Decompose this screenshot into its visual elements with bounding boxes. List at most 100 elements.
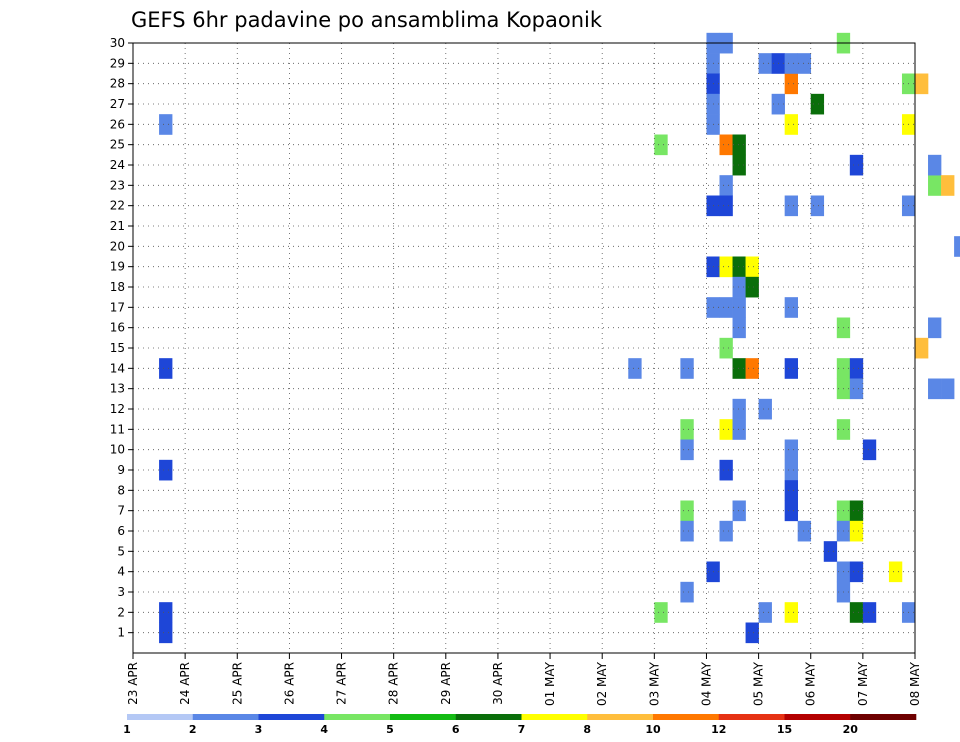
heatmap-cell — [680, 358, 694, 379]
heatmap-cell — [654, 134, 668, 156]
y-tick-label: 18 — [110, 280, 125, 294]
y-tick-label: 6 — [117, 524, 125, 538]
colorbar-label: 2 — [189, 723, 197, 736]
heatmap-cell — [941, 378, 955, 400]
colorbar-label: 6 — [452, 723, 460, 736]
grid-lines — [133, 43, 915, 653]
heatmap-cell — [719, 297, 733, 318]
heatmap-cell — [928, 378, 942, 400]
heatmap-cell — [810, 93, 825, 115]
colorbar-label: 12 — [711, 723, 726, 736]
x-tick-label: 03 MAY — [647, 661, 661, 706]
y-tick-label: 24 — [110, 158, 125, 172]
y-tick-label: 19 — [110, 260, 125, 274]
heatmap-cell — [928, 317, 942, 339]
colorbar-swatch — [258, 714, 325, 720]
heatmap-cell — [784, 500, 798, 522]
colorbar-label: 7 — [518, 723, 526, 736]
heatmap-cell — [941, 175, 955, 196]
x-tick-label: 04 MAY — [699, 661, 713, 706]
colorbar-label: 4 — [320, 723, 328, 736]
colorbar-label: 15 — [777, 723, 792, 736]
heatmap-cell — [732, 358, 746, 379]
colorbar-swatch — [850, 714, 917, 720]
heatmap-cell — [680, 419, 694, 440]
heatmap-cell — [732, 154, 746, 176]
heatmap-cell — [888, 561, 903, 583]
colorbar-swatch — [455, 714, 522, 720]
heatmap-cell — [680, 581, 694, 603]
heatmap-cell — [915, 73, 929, 95]
heatmap-cell — [680, 520, 694, 542]
heatmap-cell — [797, 520, 812, 542]
heatmap-cell — [849, 520, 864, 542]
heatmap-cell — [732, 297, 746, 318]
heatmap-cell — [732, 500, 746, 522]
heatmap-cell — [719, 520, 733, 542]
heatmap-cell — [745, 358, 759, 379]
heatmap-cell — [719, 175, 733, 196]
colorbar-swatch — [784, 714, 851, 720]
colorbar-swatch — [653, 714, 720, 720]
heatmap-cells — [159, 32, 960, 644]
y-tick-label: 29 — [110, 56, 125, 70]
heatmap-cell — [784, 53, 798, 74]
heatmap-cell — [784, 602, 798, 623]
y-tick-label: 27 — [110, 97, 125, 111]
heatmap-cell — [928, 175, 942, 196]
x-tick-label: 28 APR — [387, 662, 401, 705]
heatmap-cell — [654, 602, 668, 623]
y-tick-label: 10 — [110, 443, 125, 457]
heatmap-cell — [928, 154, 942, 176]
x-tick-label: 25 APR — [230, 662, 244, 705]
y-tick-label: 1 — [117, 626, 125, 640]
y-tick-label: 23 — [110, 178, 125, 192]
y-axis-ticks: 1234567891011121314151617181920212223242… — [110, 36, 133, 640]
y-tick-label: 21 — [110, 219, 125, 233]
x-tick-label: 01 MAY — [543, 661, 557, 706]
y-tick-label: 16 — [110, 321, 125, 335]
heatmap-cell — [159, 459, 173, 481]
y-tick-label: 5 — [117, 544, 125, 558]
heatmap-cell — [784, 114, 798, 135]
heatmap-cell — [628, 358, 642, 379]
heatmap-cell — [719, 134, 733, 156]
colorbar-swatch — [192, 714, 259, 720]
colorbar-label: 20 — [843, 723, 859, 736]
heatmap-cell — [680, 439, 694, 461]
colorbar-swatch — [587, 714, 654, 720]
colorbar-swatch — [390, 714, 457, 720]
heatmap-cell — [849, 500, 864, 522]
y-tick-label: 3 — [117, 585, 125, 599]
y-tick-label: 28 — [110, 77, 125, 91]
heatmap-cell — [784, 459, 798, 481]
heatmap-cell — [849, 358, 864, 379]
heatmap-cell — [719, 337, 733, 359]
x-axis-ticks: 23 APR 24 APR 25 APR 26 APR 27 APR 28 APR 29 A… — [126, 653, 922, 706]
heatmap-cell — [810, 195, 825, 217]
heatmap-cell — [732, 256, 746, 278]
heatmap-cell — [159, 358, 173, 379]
heatmap-cell — [159, 114, 173, 135]
heatmap-cell — [758, 53, 772, 74]
colorbar-label: 8 — [583, 723, 591, 736]
x-tick-label: 05 MAY — [752, 661, 766, 706]
y-tick-label: 14 — [110, 361, 125, 375]
y-tick-label: 20 — [110, 239, 125, 253]
heatmap-cell — [849, 378, 864, 400]
heatmap-cell — [784, 358, 798, 379]
heatmap-cell — [732, 276, 746, 298]
heatmap-cell — [745, 276, 759, 298]
heatmap-cell — [719, 419, 733, 440]
colorbar-swatch — [324, 714, 391, 720]
x-tick-label: 07 MAY — [856, 661, 870, 706]
heatmap-cell — [745, 622, 759, 644]
heatmap-cell — [732, 398, 746, 420]
y-tick-label: 9 — [117, 463, 125, 477]
heatmap-cell — [159, 622, 173, 644]
y-tick-label: 11 — [110, 422, 125, 436]
colorbar-label: 10 — [645, 723, 661, 736]
heatmap-cell — [954, 236, 960, 257]
colorbar-label: 3 — [255, 723, 263, 736]
